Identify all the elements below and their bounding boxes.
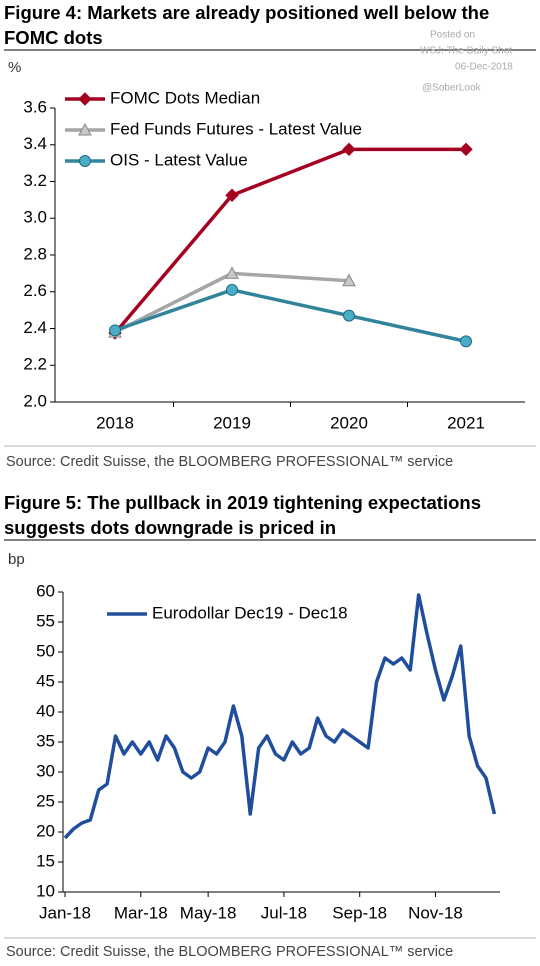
unit-label: bp: [8, 551, 25, 568]
watermark: WSJ: The Daily Shot: [420, 46, 512, 57]
y-tick-label: 3.6: [23, 97, 47, 116]
x-tick-label: 2018: [96, 413, 134, 432]
y-tick-label: 60: [36, 581, 55, 600]
y-tick-label: 2.0: [23, 391, 47, 410]
y-tick-label: 45: [36, 671, 55, 690]
source-note: Source: Credit Suisse, the BLOOMBERG PRO…: [6, 944, 453, 960]
series-line: [63, 593, 497, 840]
y-tick-label: 55: [36, 611, 55, 630]
y-tick-label: 30: [36, 761, 55, 780]
data-point: [342, 142, 356, 157]
x-tick-label: 2019: [213, 413, 251, 432]
data-point: [343, 309, 355, 322]
legend-marker: [78, 122, 92, 136]
data-point: [460, 335, 472, 348]
legend-marker: [78, 92, 92, 106]
data-point: [225, 188, 239, 202]
data-point: [226, 283, 238, 296]
source-note: Source: Credit Suisse, the BLOOMBERG PRO…: [6, 454, 453, 470]
y-tick-label: 3.2: [23, 171, 47, 190]
chart-title: Figure 4: Markets are already positioned…: [4, 2, 490, 48]
y-tick-label: 25: [36, 791, 55, 810]
y-tick-label: 10: [36, 881, 55, 900]
y-tick-label: 50: [36, 641, 55, 660]
watermark: @SoberLook: [422, 83, 482, 94]
legend-marker: [79, 155, 91, 167]
y-tick-label: 20: [36, 821, 55, 840]
x-tick-label: May-18: [180, 903, 237, 922]
data-point: [459, 142, 473, 157]
y-tick-label: 40: [36, 701, 55, 720]
unit-label: %: [8, 59, 21, 76]
legend-label: Fed Funds Futures - Latest Value: [110, 119, 362, 138]
legend-label: FOMC Dots Median: [110, 88, 260, 107]
x-tick-label: Jan-18: [39, 903, 91, 922]
legend-label: OIS - Latest Value: [110, 150, 248, 169]
watermark: Posted on: [430, 30, 475, 41]
x-tick-label: Jul-18: [261, 903, 307, 922]
y-tick-label: 3.0: [23, 208, 47, 227]
series-line: [114, 288, 467, 344]
y-tick-label: 2.6: [23, 281, 47, 300]
x-tick-label: Mar-18: [114, 903, 168, 922]
data-point: [225, 266, 239, 279]
y-tick-label: 3.4: [23, 134, 47, 153]
data-point: [109, 324, 121, 337]
x-tick-label: Nov-18: [408, 903, 463, 922]
y-tick-label: 35: [36, 731, 55, 750]
x-tick-label: Sep-18: [332, 903, 387, 922]
y-tick-label: 15: [36, 851, 55, 870]
chart-title: Figure 5: The pullback in 2019 tightenin…: [4, 492, 481, 538]
series-line: [114, 271, 350, 334]
y-tick-label: 2.8: [23, 244, 47, 263]
watermark: 06-Dec-2018: [455, 62, 513, 73]
x-tick-label: 2020: [330, 413, 368, 432]
series-line: [113, 147, 466, 335]
legend-label: Eurodollar Dec19 - Dec18: [152, 603, 348, 622]
y-tick-label: 2.2: [23, 355, 47, 374]
y-tick-label: 2.4: [23, 318, 47, 337]
data-point: [342, 273, 356, 287]
x-tick-label: 2021: [447, 413, 485, 432]
